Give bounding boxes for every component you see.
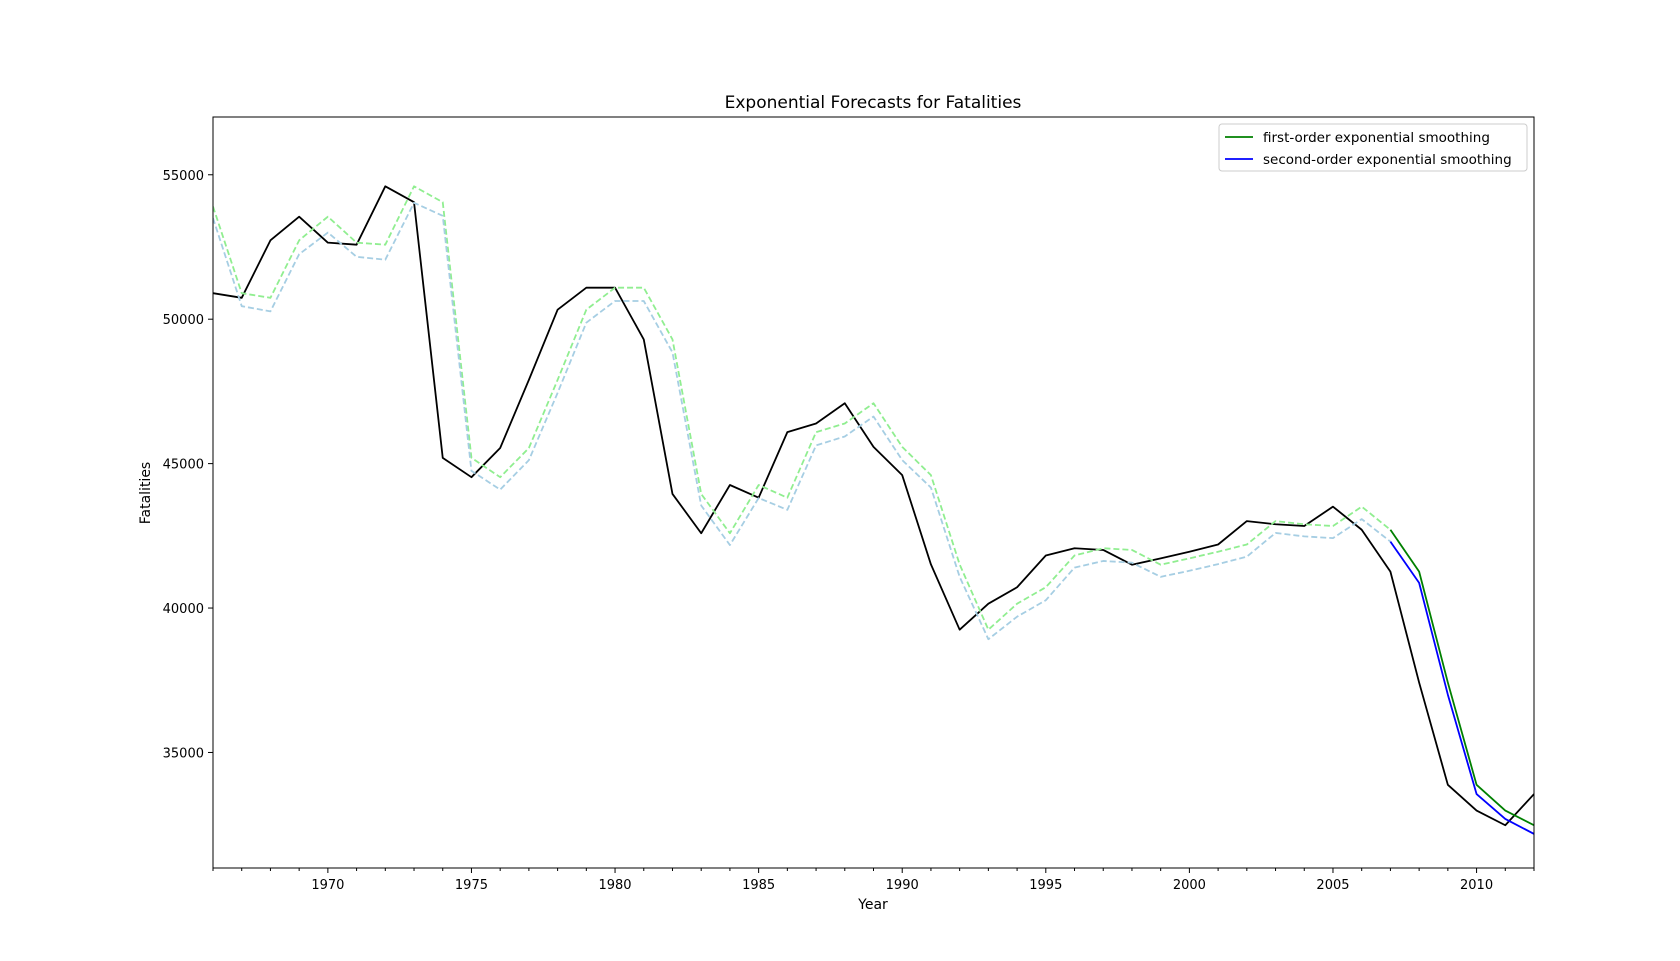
legend: first-order exponential smoothing second-…	[1218, 123, 1528, 172]
y-tick-label: 55000	[163, 169, 204, 184]
legend-label: second-order exponential smoothing	[1263, 152, 1512, 168]
x-tick-label: 1975	[455, 878, 488, 893]
series-layer	[213, 185, 1534, 835]
y-tick-label: 45000	[163, 458, 204, 473]
x-tick-label: 2000	[1173, 878, 1206, 893]
y-tick-label: 40000	[163, 602, 204, 617]
x-tick-label: 1995	[1029, 878, 1062, 893]
series-line-1	[213, 185, 1534, 827]
x-tick-label: 2005	[1316, 878, 1349, 893]
x-tick-label: 1970	[311, 878, 344, 893]
series-line-3	[213, 201, 1391, 641]
x-axis: 1970 1975 1980 1985 1990 1995 2000 2005 2010	[212, 868, 1535, 893]
x-axis-label: Year	[857, 897, 888, 913]
y-axis-label: Fatalities	[138, 462, 154, 524]
y-tick-label: 35000	[163, 746, 204, 761]
legend-label: first-order exponential smoothing	[1263, 130, 1490, 146]
y-tick-label: 50000	[163, 313, 204, 328]
x-tick-label: 1980	[598, 878, 631, 893]
first-order-exponential-smoothing-line	[1389, 529, 1534, 827]
series-line-2	[213, 185, 1391, 631]
second-order-exponential-smoothing-line	[1389, 541, 1534, 835]
chart-title: Exponential Forecasts for Fatalities	[725, 93, 1022, 113]
y-axis: 35000 40000 45000 50000 55000	[163, 169, 213, 761]
x-tick-label: 1990	[886, 878, 919, 893]
legend-box	[1218, 123, 1528, 172]
x-tick-label: 2010	[1460, 878, 1493, 893]
x-tick-label: 1985	[742, 878, 775, 893]
